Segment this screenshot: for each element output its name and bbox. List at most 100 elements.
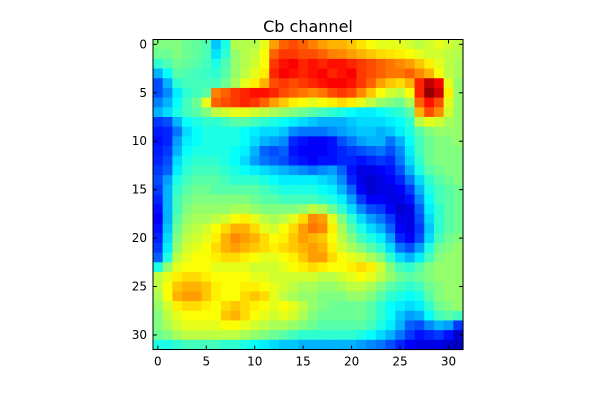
heatmap-cell (453, 184, 464, 196)
heatmap-cell (414, 262, 425, 273)
heatmap-cell (356, 281, 367, 292)
heatmap-cell (385, 262, 396, 273)
heatmap-cell (414, 68, 425, 79)
heatmap-cell (182, 39, 193, 50)
heatmap-cell (404, 49, 416, 60)
heatmap-cell (240, 272, 251, 283)
heatmap-cell (395, 262, 406, 273)
heatmap-cell (240, 58, 251, 70)
heatmap-cell (453, 107, 464, 118)
heatmap-cell (201, 281, 212, 292)
heatmap-cell (433, 87, 445, 99)
heatmap-cell (240, 262, 251, 273)
heatmap-cell (317, 58, 328, 70)
heatmap-cell (288, 213, 299, 225)
heatmap-cell (308, 320, 319, 331)
heatmap-cell (356, 58, 367, 70)
heatmap-cell (308, 87, 319, 99)
heatmap-cell (182, 87, 193, 99)
x-tick-label: 10 (247, 355, 262, 369)
heatmap-cell (433, 281, 445, 292)
heatmap-cell (211, 117, 222, 128)
heatmap-cell (356, 126, 367, 137)
y-tick-label: 5 (139, 86, 147, 100)
heatmap-cell (153, 165, 164, 176)
heatmap-cell (278, 165, 290, 176)
heatmap-cell (308, 301, 319, 312)
heatmap-cell (366, 117, 377, 128)
heatmap-cell (230, 107, 241, 118)
heatmap-cell (162, 320, 173, 331)
heatmap-cell (443, 49, 454, 60)
heatmap-cell (230, 272, 241, 283)
heatmap-cell (443, 117, 454, 128)
heatmap-cell (288, 39, 299, 50)
heatmap-cell (375, 78, 387, 89)
heatmap-cell (201, 252, 212, 263)
heatmap-cell (356, 136, 367, 147)
heatmap-cell (191, 146, 203, 157)
heatmap-cell (278, 310, 290, 322)
heatmap-cell (240, 310, 251, 322)
heatmap-cell (220, 291, 232, 302)
heatmap-cell (453, 291, 464, 302)
heatmap-cell (414, 165, 425, 176)
heatmap-cell (346, 68, 358, 79)
heatmap-cell (395, 68, 406, 79)
heatmap-cell (278, 252, 290, 263)
heatmap-cell (337, 155, 348, 167)
heatmap-cell (327, 310, 338, 322)
heatmap-cell (356, 155, 367, 167)
heatmap-cell (240, 223, 251, 234)
heatmap-cell (308, 310, 319, 322)
heatmap-cell (172, 204, 183, 215)
heatmap-cell (327, 184, 338, 196)
heatmap-cell (172, 310, 183, 322)
heatmap-cell (385, 281, 396, 292)
heatmap-cell (404, 330, 416, 341)
heatmap-cell (182, 136, 193, 147)
heatmap-cell (424, 272, 435, 283)
heatmap-cell (153, 78, 164, 89)
heatmap-cell (366, 272, 377, 283)
y-tick-label: 15 (132, 183, 147, 197)
heatmap-cell (269, 233, 280, 244)
heatmap-cell (337, 262, 348, 273)
y-tick-label: 20 (132, 231, 147, 245)
heatmap-cell (220, 339, 232, 351)
heatmap-cell (453, 165, 464, 176)
heatmap-cell (337, 213, 348, 225)
heatmap-cell (288, 194, 299, 205)
heatmap-cell (308, 184, 319, 196)
heatmap-cell (182, 204, 193, 215)
heatmap-cell (259, 262, 270, 273)
heatmap-cell (288, 184, 299, 196)
heatmap-cell (433, 233, 445, 244)
heatmap-cell (259, 68, 270, 79)
heatmap-cell (298, 39, 309, 50)
heatmap-cell (395, 58, 406, 70)
heatmap-cell (385, 87, 396, 99)
heatmap-cell (182, 330, 193, 341)
heatmap-cell (220, 117, 232, 128)
heatmap-cell (317, 97, 328, 108)
heatmap-cell (259, 310, 270, 322)
heatmap-cell (443, 97, 454, 108)
heatmap-cell (259, 339, 270, 351)
heatmap-cell (153, 291, 164, 302)
heatmap-cell (443, 155, 454, 167)
heatmap-cell (327, 117, 338, 128)
heatmap-cell (433, 301, 445, 312)
heatmap-cell (240, 126, 251, 137)
heatmap-cell (201, 107, 212, 118)
heatmap-cell (182, 272, 193, 283)
heatmap-cell (278, 184, 290, 196)
heatmap-cell (288, 49, 299, 60)
heatmap-cell (414, 136, 425, 147)
heatmap-cell (298, 223, 309, 234)
heatmap-cell (337, 126, 348, 137)
heatmap-cell (230, 233, 241, 244)
heatmap-cell (375, 97, 387, 108)
heatmap-cell (220, 78, 232, 89)
heatmap-cell (240, 107, 251, 118)
